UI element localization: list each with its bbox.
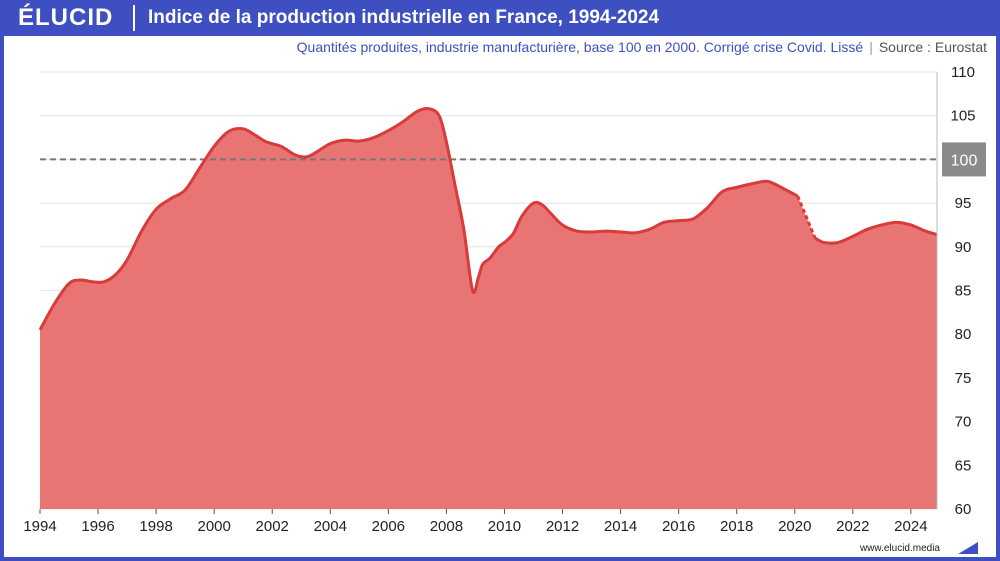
chart-title: Indice de la production industrielle en …: [148, 7, 660, 28]
x-tick-2020: 2020: [778, 518, 811, 535]
x-tick-2006: 2006: [372, 518, 405, 535]
frame-border-right: [996, 36, 1000, 561]
frame-border-left: [0, 36, 4, 561]
area-fill: [40, 108, 937, 509]
y-tick-65: 65: [955, 457, 972, 474]
x-tick-2024: 2024: [894, 518, 927, 535]
y-tick-70: 70: [955, 414, 972, 431]
chart-subtitle: Quantités produites, industrie manufactu…: [296, 39, 864, 55]
series-line: [38, 107, 799, 331]
y-axis-ticks: 60 65 70 75 80 85 90 95 105 110: [950, 64, 975, 518]
y-tick-105: 105: [950, 108, 975, 125]
y-tick-90: 90: [955, 239, 972, 256]
y-tick-80: 80: [955, 326, 972, 343]
reference-label-box: [942, 142, 986, 177]
source-label: Source : Eurostat: [878, 39, 987, 55]
x-tick-2022: 2022: [836, 518, 869, 535]
brand-mark-icon: [958, 542, 978, 554]
y-tick-95: 95: [955, 195, 972, 212]
y-tick-85: 85: [955, 283, 972, 300]
x-tick-2002: 2002: [256, 518, 289, 535]
x-tick-1994: 1994: [23, 518, 56, 535]
reference-label: 100: [951, 152, 978, 169]
x-tick-2010: 2010: [488, 518, 521, 535]
x-tick-2000: 2000: [197, 518, 230, 535]
x-tick-2014: 2014: [604, 518, 637, 535]
x-tick-1998: 1998: [139, 518, 172, 535]
subtitle-row: Quantités produites, industrie manufactu…: [297, 39, 987, 55]
y-tick-60: 60: [955, 501, 972, 518]
covid-bridge-line: [796, 195, 817, 239]
brand-logo[interactable]: ÉLUCID: [18, 4, 114, 31]
footer-url[interactable]: www.elucid.media: [859, 543, 940, 554]
y-tick-110: 110: [951, 64, 975, 81]
subtitle-separator: |: [869, 39, 873, 55]
x-tick-2012: 2012: [546, 518, 579, 535]
series-line-continuation: [814, 220, 938, 245]
frame-border-bottom: [0, 557, 1000, 561]
x-tick-2018: 2018: [720, 518, 753, 535]
x-tick-2004: 2004: [314, 518, 347, 535]
header-bar: ÉLUCID Indice de la production industrie…: [0, 0, 1000, 36]
x-tick-1996: 1996: [81, 518, 114, 535]
logo-separator: [133, 5, 135, 31]
y-tick-75: 75: [955, 370, 972, 387]
x-tick-2016: 2016: [662, 518, 695, 535]
x-tick-2008: 2008: [430, 518, 463, 535]
x-axis-ticks: 1994 1996 1998 2000 2002 2004 2006 2008 2010 2012…: [23, 509, 928, 535]
